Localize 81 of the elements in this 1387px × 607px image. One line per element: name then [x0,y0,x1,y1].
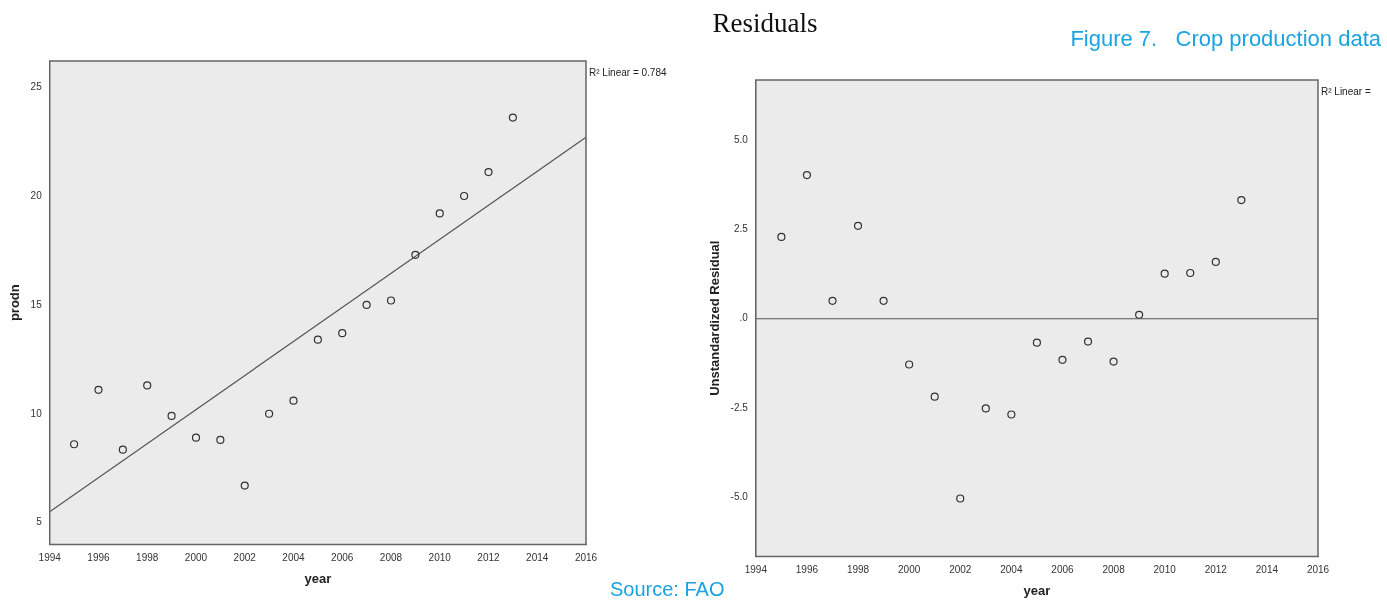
x-tick-label: 2016 [1306,564,1330,576]
point [1237,195,1246,205]
y-tick-label: 2.5 [733,223,749,235]
point [460,191,469,201]
x-tick-label: 1998 [136,552,159,564]
x-tick-label: 2016 [574,552,598,564]
point [240,481,249,490]
x-tick-label: 1994 [744,564,768,576]
y-tick-label: -2.5 [730,401,749,413]
point [167,411,176,421]
point [508,113,517,122]
point [802,170,812,180]
point [143,381,152,390]
point [828,296,837,305]
x-tick-label: 2014 [526,552,549,564]
y-tick-label: 15 [30,298,43,310]
point [265,409,274,418]
x-tick-label: 2010 [1153,564,1177,576]
chart-title: Residuals [711,8,819,39]
text: R² Linear = 0.784 [589,66,667,78]
point [216,435,225,444]
x-tick-label: 2000 [184,552,208,564]
point [191,433,201,442]
x-tick-label: 2004 [282,552,306,564]
point [1058,355,1067,364]
point [1135,310,1144,319]
x-tick-label: 2014 [1255,564,1279,576]
point [386,296,396,305]
y-tick-label: 5 [36,516,43,528]
x-axis-title: year [1023,582,1051,598]
point [94,385,103,394]
point [1211,257,1220,267]
point [313,335,322,344]
x-tick-label: 1996 [795,564,819,576]
point [70,440,79,449]
y-tick-label: .0 [739,312,749,324]
y-axis-title: prodn [7,284,23,322]
y-tick-label: 10 [30,407,43,419]
x-tick-label: 2004 [1000,564,1023,576]
y-tick-label: -5.0 [730,491,749,503]
x-tick-label: 2002 [949,564,972,576]
y-axis-title: Unstandardized Residual [707,240,723,396]
point [956,494,965,503]
point [1007,410,1016,419]
y-tick-label: 5.0 [733,133,749,145]
x-tick-label: 1994 [38,552,62,564]
x-tick-label: 2008 [379,552,403,564]
point [289,396,298,405]
x-tick-label: 2012 [1204,564,1228,576]
x-tick-label: 2002 [233,552,257,564]
x-tick-label: 2006 [1051,564,1075,576]
point [853,221,863,230]
point [777,232,786,241]
point [930,392,939,401]
x-tick-label: 2006 [331,552,354,564]
x-tick-label: 1998 [846,564,870,576]
x-tick-label: 2012 [477,552,501,564]
point [1186,268,1195,278]
point [338,329,347,338]
point [1083,337,1093,346]
y-tick-label: 25 [30,80,43,92]
caption: Figure 7. Crop production data [1070,26,1381,52]
point [435,209,444,218]
x-axis-title: year [304,570,332,586]
point [118,445,127,454]
point [411,250,420,259]
x-tick-label: 2000 [898,564,921,576]
source-note: Source: FAO [610,578,725,601]
x-tick-label: 2008 [1102,564,1126,576]
point [1032,338,1042,347]
point [362,300,371,309]
point [1109,357,1118,366]
point [981,404,990,413]
text: R² Linear = [1321,85,1371,97]
point [484,167,493,177]
point [1160,269,1169,278]
point [905,360,914,369]
x-tick-label: 2010 [428,552,452,564]
point [879,296,888,305]
x-tick-label: 1996 [87,552,111,564]
y-tick-label: 20 [30,189,43,201]
